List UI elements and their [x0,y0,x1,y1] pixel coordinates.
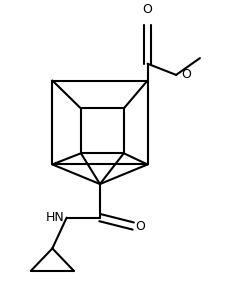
Text: O: O [136,219,145,233]
Text: O: O [143,3,153,16]
Text: O: O [181,69,191,81]
Text: HN: HN [45,211,64,224]
